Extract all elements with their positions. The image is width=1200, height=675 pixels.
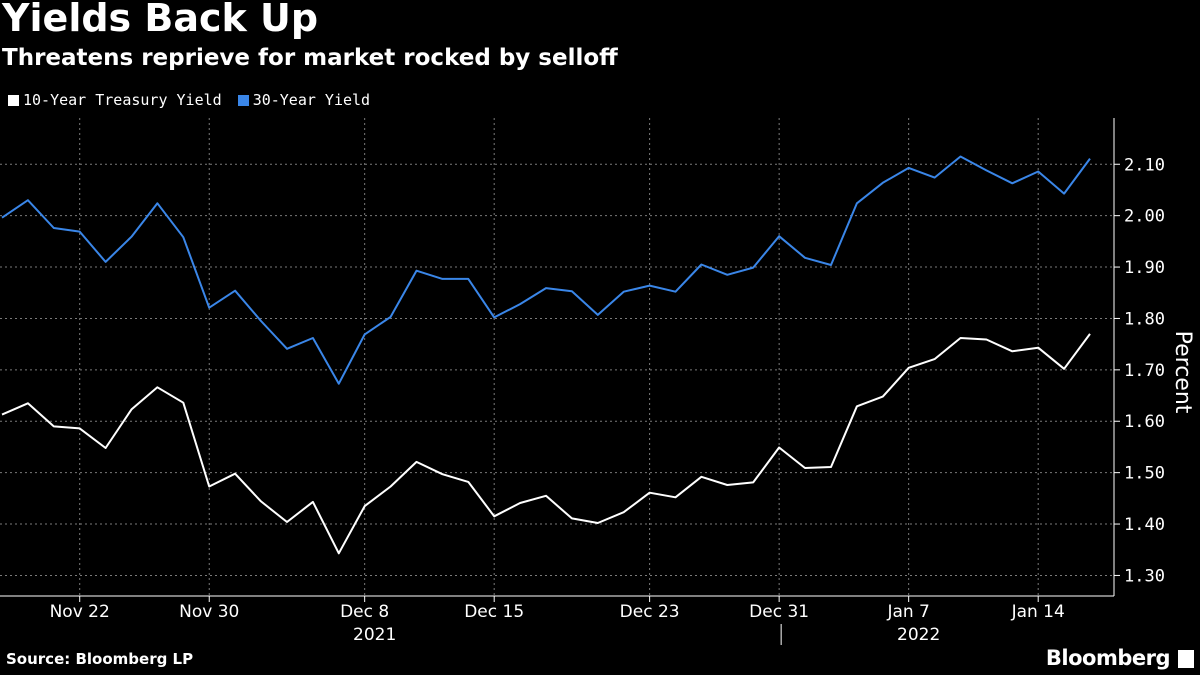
series-line-10-year	[1, 333, 1091, 555]
year-label: 2022	[897, 625, 940, 645]
y-tick-label: 1.30	[1124, 566, 1165, 586]
x-tick-label: Jan 7	[886, 602, 929, 622]
y-tick-label: 2.00	[1124, 207, 1165, 227]
x-tick-label: Dec 15	[464, 602, 524, 622]
legend-item-30y: 30-Year Yield	[237, 91, 371, 109]
legend-label-10y: 10-Year Treasury Yield	[23, 91, 222, 109]
y-tick-label: 2.10	[1124, 155, 1165, 175]
y-tick-label: 1.90	[1124, 258, 1165, 278]
y-tick-label: 1.50	[1124, 464, 1165, 484]
legend-swatch-30y	[237, 94, 249, 106]
x-tick-label: Nov 30	[179, 602, 239, 622]
legend-swatch-10y	[8, 94, 19, 106]
legend-item-10y: 10-Year Treasury Yield	[8, 91, 222, 109]
chart-title: Yields Back Up	[2, 0, 319, 40]
y-tick-label: 1.40	[1124, 515, 1165, 535]
y-tick-label: 1.80	[1124, 309, 1165, 329]
x-tick-label: Dec 23	[620, 602, 680, 622]
x-tick-label: Dec 8	[340, 602, 389, 622]
y-tick-label: 1.70	[1124, 361, 1165, 381]
y-axis-label: Percent	[1170, 331, 1195, 414]
legend-label-30y: 30-Year Yield	[252, 91, 371, 109]
bloomberg-logo: Bloomberg	[1045, 646, 1171, 670]
chart-subtitle: Threatens reprieve for market rocked by …	[2, 45, 618, 71]
series-line-30-year	[1, 155, 1091, 385]
x-tick-label: Dec 31	[749, 602, 809, 622]
year-label: 2021	[353, 625, 396, 645]
x-tick-label: Nov 22	[50, 602, 110, 622]
bloomberg-terminal-icon	[1178, 650, 1194, 668]
y-tick-label: 1.60	[1124, 412, 1165, 432]
source-note: Source: Bloomberg LP	[6, 650, 194, 668]
legend: 10-Year Treasury Yield 30-Year Yield	[8, 91, 370, 109]
x-tick-label: Jan 14	[1011, 602, 1065, 622]
